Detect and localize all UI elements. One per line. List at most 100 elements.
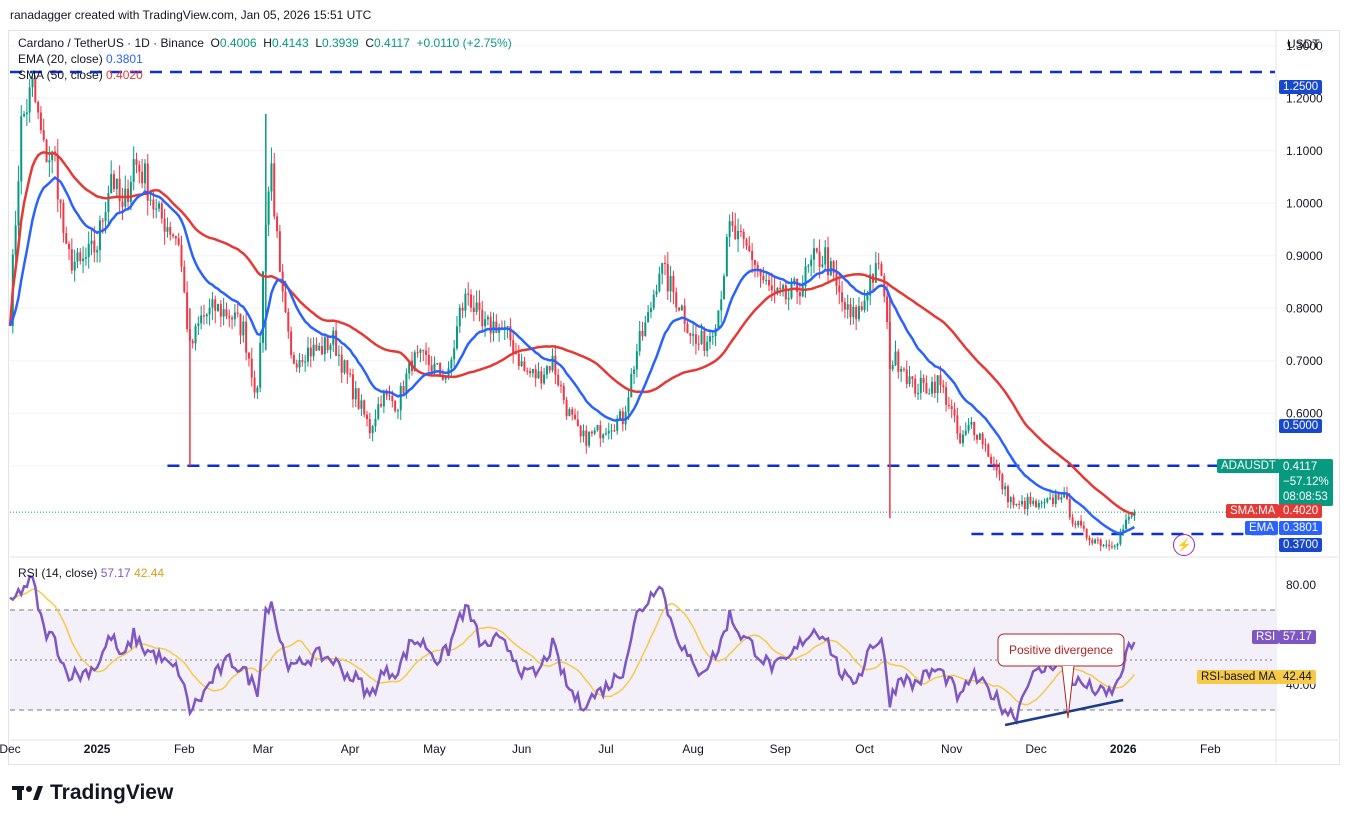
symbol-title: Cardano / TetherUS · 1D · Binance: [18, 36, 204, 50]
rsi-lines: [9, 574, 1136, 726]
candle-body: [444, 377, 447, 380]
candle-body: [450, 359, 453, 369]
candle-body: [1108, 544, 1111, 547]
candle-body: [321, 345, 324, 355]
candle-body: [48, 160, 51, 163]
time-tick-label: Dec: [1025, 742, 1046, 756]
candle-body: [588, 431, 591, 446]
candle-body: [247, 352, 250, 359]
candle-body: [146, 163, 149, 201]
candle-body: [950, 406, 953, 410]
candle-body: [768, 280, 770, 286]
candle-body: [509, 326, 512, 341]
candle-body: [371, 426, 374, 434]
candle-body: [666, 263, 669, 292]
candle-body: [1035, 500, 1038, 508]
candle-body: [874, 263, 877, 283]
candle-body: [304, 361, 307, 363]
rsi-tag: RSI: [1252, 630, 1280, 644]
candle-body: [405, 373, 408, 394]
candle-body: [323, 337, 326, 355]
candle-body: [298, 360, 301, 368]
candle-body: [655, 291, 658, 295]
candle-body: [529, 370, 532, 374]
candle-body: [31, 77, 34, 88]
sma-legend-value: 0.4020: [106, 68, 143, 82]
candle-body: [540, 371, 543, 384]
candle-body: [1065, 492, 1068, 500]
candle-body: [135, 159, 138, 165]
candle-body: [166, 227, 169, 232]
candle-body: [565, 399, 568, 417]
candle-body: [1113, 545, 1116, 547]
candle-body: [886, 296, 889, 323]
candle-body: [787, 298, 790, 300]
tradingview-logo[interactable]: TradingView: [12, 781, 173, 805]
candle-body: [984, 444, 987, 446]
candle-body: [143, 163, 146, 184]
candle-body: [382, 393, 385, 407]
candle-body: [613, 430, 616, 432]
candle-body: [782, 285, 785, 289]
candle-body: [197, 323, 200, 326]
time-tick-label: Dec: [0, 742, 21, 756]
candle-body: [98, 220, 101, 251]
candle-body: [720, 299, 723, 311]
candle-body: [56, 154, 59, 200]
sma-tag: SMA:MA: [1226, 504, 1280, 518]
candle-body: [461, 307, 464, 311]
candle-body: [287, 311, 290, 332]
candle-body: [700, 330, 703, 345]
level-badge-0500: 0.5000: [1279, 419, 1323, 433]
candle-body: [1102, 545, 1105, 547]
candle-body: [276, 216, 279, 232]
candle-body: [548, 366, 551, 371]
candle-body: [101, 220, 104, 222]
candle-body: [1015, 503, 1018, 506]
alert-bolt-icon[interactable]: ⚡: [1173, 534, 1195, 556]
candle-body: [368, 419, 371, 434]
open-value: 0.4006: [219, 36, 257, 50]
candle-body: [391, 395, 394, 402]
candle-body: [141, 171, 144, 184]
candle-body: [68, 243, 71, 250]
time-tick-label: May: [423, 742, 446, 756]
candle-body: [413, 352, 416, 371]
candle-body: [627, 397, 630, 412]
candle-body: [51, 151, 54, 161]
candle-body: [214, 299, 217, 311]
chart-frame[interactable]: [8, 30, 1340, 765]
rsi-ma-tag: RSI-based MA: [1197, 670, 1280, 684]
candle-body: [174, 236, 177, 239]
candle-body: [961, 434, 964, 444]
candle-body: [478, 302, 481, 310]
candle-body: [110, 174, 113, 194]
candle-body: [377, 404, 380, 419]
candle-body: [222, 309, 225, 317]
sma-50-line: [8, 150, 1135, 516]
time-tick-label: Mar: [253, 742, 274, 756]
candle-body: [115, 178, 118, 189]
candle-body: [796, 278, 799, 293]
high-label: H: [263, 36, 272, 50]
candle-body: [523, 361, 526, 371]
divergence-annotation: Positive divergence: [997, 633, 1125, 727]
candle-body: [557, 374, 560, 386]
candle-body: [200, 315, 203, 324]
divergence-trendline: [1004, 698, 1124, 727]
candle-body: [1094, 539, 1097, 544]
candle-body: [1043, 502, 1046, 504]
candle-body: [191, 341, 194, 344]
candle-body: [790, 282, 793, 299]
candle-body: [82, 258, 85, 262]
level-badge-1250: 1.2500: [1279, 80, 1323, 94]
candle-body: [211, 299, 214, 308]
candle-body: [186, 292, 189, 330]
candle-body: [233, 312, 236, 320]
candle-body: [506, 326, 509, 328]
high-value: 0.4143: [271, 36, 309, 50]
candle-body: [1082, 525, 1085, 529]
candle-body: [270, 163, 273, 192]
candle-body: [273, 163, 276, 217]
